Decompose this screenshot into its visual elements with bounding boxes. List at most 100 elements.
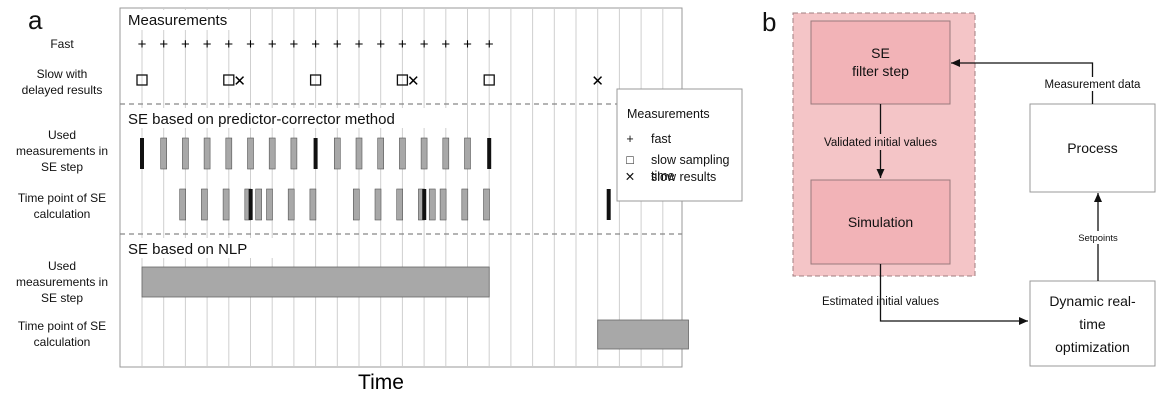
se-filter-label-1: SE [871, 45, 890, 61]
used-measurement-bar [290, 137, 298, 170]
used-measurement-slow-bar [487, 138, 492, 169]
slow-sampling-square [396, 74, 409, 86]
se-calc-slow-bar [248, 189, 253, 220]
fast-measurement-plus: + [246, 36, 255, 53]
se-calc-slow-bar [422, 189, 427, 220]
timeline-frame [119, 7, 683, 368]
se-calc-bar [266, 188, 273, 221]
se-calc-bar [201, 188, 208, 221]
used-measurement-bar [225, 137, 233, 170]
legend-label-fast: fast [651, 132, 672, 146]
fast-measurement-plus: + [311, 36, 320, 53]
legend-label-slow-sampling: slow sampling [651, 153, 730, 167]
used-measurement-slow-bar [140, 138, 144, 169]
se-calc-bar [255, 188, 262, 221]
fast-measurement-plus: + [485, 36, 494, 53]
used-measurement-bar [333, 137, 341, 170]
measurement-data-label: Measurement data [1045, 79, 1141, 91]
panel-a-letter: a [28, 5, 43, 35]
se-calc-slow-bar [606, 189, 611, 220]
section-bg [125, 238, 285, 258]
section-nlp: SE based on NLP [128, 241, 247, 258]
row-label-used2-3: SE step [41, 291, 83, 305]
fast-measurement-plus: + [203, 36, 212, 53]
fast-measurement-plus: + [268, 36, 277, 53]
used-measurement-bar [377, 137, 385, 170]
se-calc-bar [396, 188, 404, 221]
x-axis-label: Time [358, 371, 404, 394]
row-label-tp2-2: calculation [34, 335, 91, 349]
se-calc-bar [374, 188, 382, 221]
row-label-tp2-1: Time point of SE [18, 319, 106, 333]
estimated-initial-values-label: Estimated initial values [822, 296, 939, 308]
used-measurement-bar [268, 137, 276, 170]
slow-result-cross: ✕ [591, 73, 604, 90]
validated-label-bg [807, 134, 953, 150]
se-calc-bar [428, 188, 436, 221]
row-label-used1-2: measurements in [16, 144, 108, 158]
legend-plus-icon: + [626, 132, 633, 146]
dro-label-1: Dynamic real- [1049, 293, 1136, 309]
fast-measurement-plus: + [290, 36, 299, 53]
fast-measurement-plus: + [376, 36, 385, 53]
used-measurement-bar [442, 137, 450, 170]
legend-x-icon: ✕ [625, 170, 635, 184]
simulation-box [810, 179, 951, 265]
fast-measurement-plus: + [181, 36, 190, 53]
process-label: Process [1067, 140, 1118, 156]
se-calc-bar [461, 188, 469, 221]
row-label-slow-2: delayed results [22, 83, 103, 97]
used-measurement-bar [203, 137, 211, 170]
slow-sampling-square [136, 74, 148, 86]
se-calc-bar [222, 188, 230, 221]
legend-label-time: time [651, 169, 675, 183]
dro-label-3: optimization [1055, 339, 1130, 355]
se-calc-bar [287, 188, 295, 221]
used-measurement-bar [247, 137, 254, 170]
legend-label-slow-results: slow results [651, 170, 716, 184]
used-measurement-bar [182, 137, 189, 170]
row-label-used2-1: Used [48, 259, 76, 273]
fast-measurement-plus: + [420, 36, 429, 53]
nlp-calculation-bar [597, 319, 689, 350]
fast-measurement-plus: + [398, 36, 407, 53]
slow-sampling-square [309, 74, 322, 86]
row-label-tp1-2: calculation [34, 207, 91, 221]
simulation-label: Simulation [848, 214, 913, 230]
used-measurement-bar [399, 137, 406, 170]
row-label-used1-3: SE step [41, 160, 83, 174]
setpoints-label: Setpoints [1078, 233, 1118, 244]
timeline-marks: + + + + + + + + + + + + + + + + + ✕ ✕ ✕ [136, 36, 689, 350]
se-filter-step-box [810, 20, 951, 105]
legend-box [616, 88, 743, 202]
used-measurement-bar [160, 137, 167, 170]
se-calc-bar [439, 188, 447, 221]
row-label-slow-1: Slow with [37, 67, 88, 81]
se-filter-label-2: filter step [852, 63, 909, 79]
fast-measurement-plus: + [159, 36, 168, 53]
used-measurement-bar [464, 137, 471, 170]
process-box [1029, 103, 1156, 193]
fast-measurement-plus: + [441, 36, 450, 53]
slow-sampling-square [483, 74, 495, 86]
fast-measurement-plus: + [463, 36, 472, 53]
row-label-tp1-1: Time point of SE [18, 191, 106, 205]
slow-result-cross: ✕ [233, 73, 246, 90]
section-bg [125, 10, 243, 30]
section-predictor-corrector: SE based on predictor-corrector method [128, 111, 395, 128]
legend-square-icon: □ [626, 153, 634, 167]
se-calc-bar [179, 188, 186, 221]
used-measurement-bar [420, 137, 428, 170]
arrow-simulation-to-dro [879, 264, 1028, 325]
fast-measurement-plus: + [355, 36, 364, 53]
se-calc-bar [352, 188, 360, 221]
se-calc-bar [309, 188, 317, 221]
section-measurements: Measurements [128, 12, 227, 29]
used-measurement-bar [355, 137, 363, 170]
slow-result-cross: ✕ [407, 73, 420, 90]
row-label-fast: Fast [50, 37, 74, 51]
row-label-used1-1: Used [48, 128, 76, 142]
panel-b-letter: b [762, 7, 776, 37]
row-label-used2-2: measurements in [16, 275, 108, 289]
